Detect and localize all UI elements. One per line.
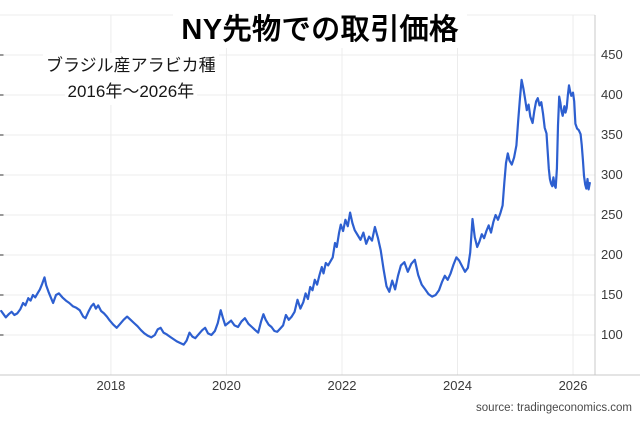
- chart-title-text: NY先物での取引価格: [173, 6, 467, 48]
- y-tick-label: 100: [601, 327, 623, 342]
- y-tick-label: 450: [601, 47, 623, 62]
- price-series-line: [0, 78, 591, 346]
- x-tick-label: 2024: [443, 378, 472, 393]
- subtitle-line-1: ブラジル産アラビカ種: [43, 53, 219, 79]
- x-tick-label: 2020: [211, 378, 241, 393]
- subtitle-line-2: 2016年〜2026年: [43, 79, 219, 105]
- y-tick-label: 150: [601, 287, 623, 302]
- chart-title: NY先物での取引価格: [0, 6, 640, 48]
- y-tick-label: 300: [601, 167, 623, 182]
- y-tick-label: 200: [601, 247, 623, 262]
- y-tick-label: 400: [601, 87, 623, 102]
- x-tick-label: 2026: [558, 378, 588, 393]
- y-tick-label: 350: [601, 127, 623, 142]
- x-tick-label: 2018: [96, 378, 126, 393]
- x-tick-label: 2022: [327, 378, 357, 393]
- source-attribution: source: tradingeconomics.com: [476, 402, 632, 414]
- y-tick-label: 250: [601, 207, 623, 222]
- chart-subtitle: ブラジル産アラビカ種 2016年〜2026年: [43, 53, 219, 105]
